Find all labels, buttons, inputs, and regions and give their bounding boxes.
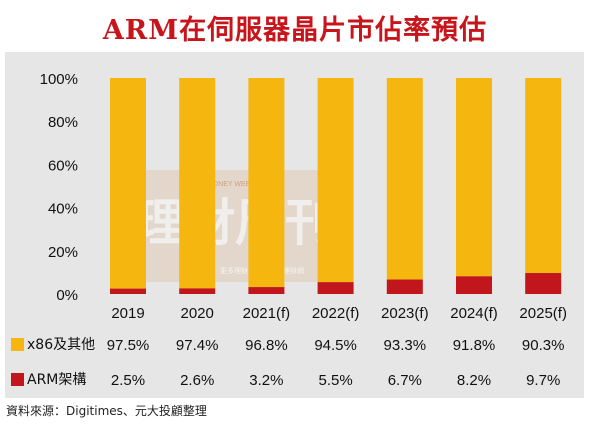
bar-x86-5 xyxy=(456,78,492,277)
y-tick-label: 60% xyxy=(48,157,78,174)
bar-x86-6 xyxy=(525,78,562,274)
data-label: 3.2% xyxy=(249,372,283,389)
bar-arm-2 xyxy=(248,287,285,294)
bar-arm-4 xyxy=(386,279,423,294)
data-label: 8.2% xyxy=(457,372,491,389)
legend-swatch xyxy=(11,373,24,386)
data-label: 9.7% xyxy=(526,372,560,389)
bar-arm-6 xyxy=(525,273,562,294)
data-label: 93.3% xyxy=(384,337,427,354)
bar-x86-0 xyxy=(110,78,146,289)
bar-arm-1 xyxy=(179,288,216,294)
data-label: 96.8% xyxy=(245,337,288,354)
y-tick-label: 20% xyxy=(48,244,78,261)
source-note: 資料來源：Digitimes、元大投顧整理 xyxy=(6,404,207,418)
bar-arm-3 xyxy=(317,282,354,294)
x-tick-label: 2020 xyxy=(181,305,214,322)
bar-x86-3 xyxy=(317,78,354,283)
x-tick-label: 2021(f) xyxy=(243,305,291,322)
data-label: 6.7% xyxy=(388,372,422,389)
x-tick-label: 2025(f) xyxy=(519,305,567,322)
data-label: 94.5% xyxy=(314,337,357,354)
x-tick-label: 2022(f) xyxy=(312,305,360,322)
data-label: 5.5% xyxy=(318,372,352,389)
y-tick-label: 100% xyxy=(40,71,78,88)
data-label: 90.3% xyxy=(522,337,565,354)
data-label: 97.4% xyxy=(176,337,219,354)
data-label: 91.8% xyxy=(453,337,496,354)
y-tick-label: 40% xyxy=(48,201,78,218)
watermark-main: 理財周刊 xyxy=(135,194,335,252)
y-tick-label: 0% xyxy=(56,287,78,304)
bar-x86-2 xyxy=(248,78,285,288)
x-tick-label: 2019 xyxy=(111,305,144,322)
bar-arm-5 xyxy=(456,276,492,294)
data-label: 97.5% xyxy=(107,337,150,354)
x-tick-label: 2023(f) xyxy=(381,305,429,322)
bar-arm-0 xyxy=(110,288,146,294)
bar-x86-4 xyxy=(386,78,423,280)
x-tick-label: 2024(f) xyxy=(450,305,498,322)
bar-x86-1 xyxy=(179,78,216,289)
data-label: 2.6% xyxy=(180,372,214,389)
chart-title: ARM在伺服器晶片市佔率預估 xyxy=(102,15,488,46)
y-tick-label: 80% xyxy=(48,114,78,131)
legend-swatch xyxy=(11,338,24,351)
watermark-top: MONEY WEEKLY xyxy=(207,181,263,188)
data-label: 2.5% xyxy=(111,372,145,389)
watermark: MONEY WEEKLY 理財周刊 更多理財資訊．請上理財網 xyxy=(114,170,346,282)
legend-label: x86及其他 xyxy=(27,337,95,353)
legend-label: ARM架構 xyxy=(27,372,86,388)
